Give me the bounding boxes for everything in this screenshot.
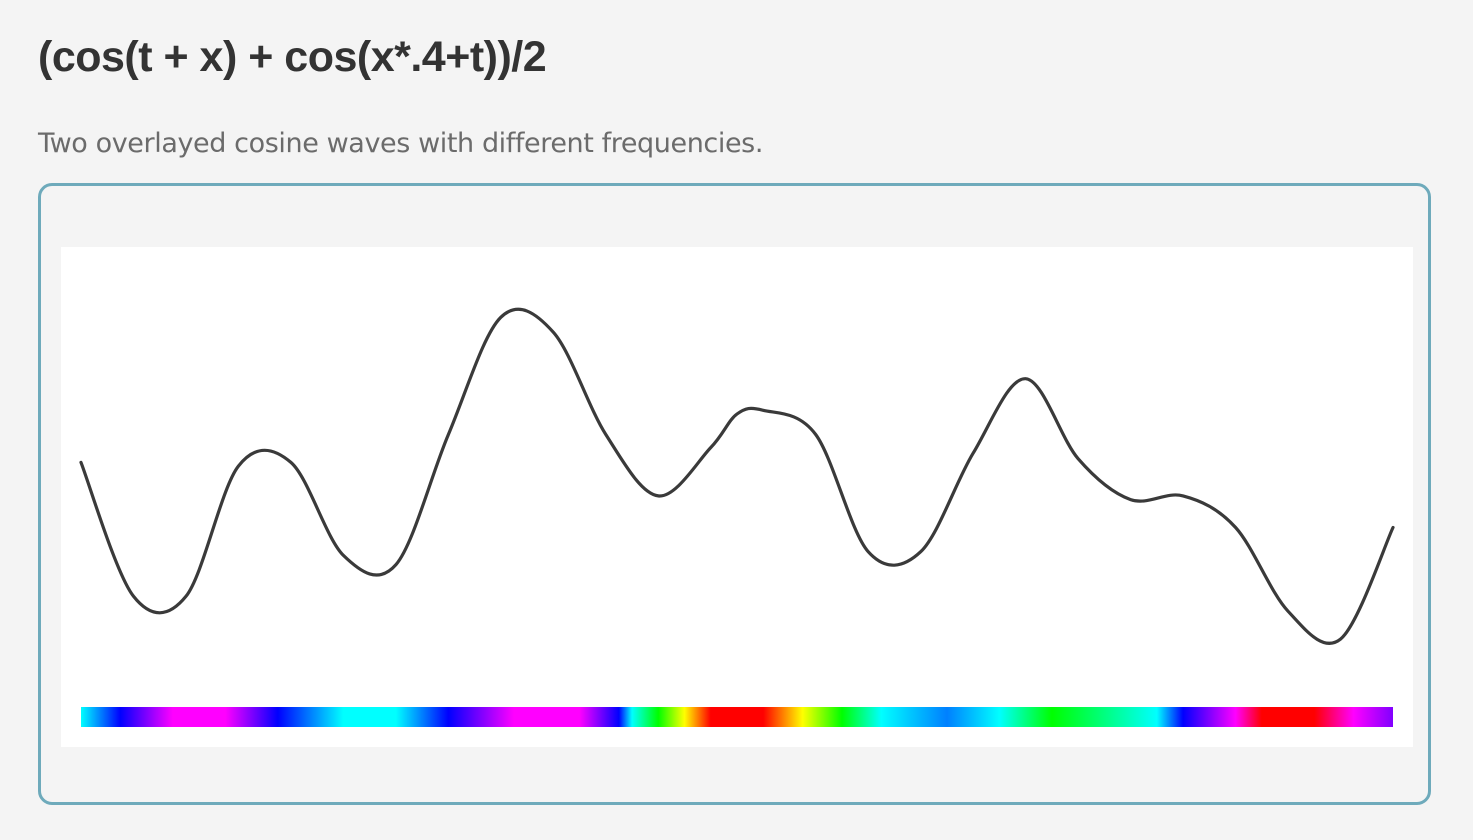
- plot-area: [61, 247, 1413, 747]
- hue-colorbar: [81, 707, 1393, 727]
- wave-chart: [79, 307, 1395, 727]
- page-description: Two overlayed cosine waves with differen…: [38, 128, 764, 159]
- series-line: [79, 307, 1395, 645]
- page-title: (cos(t + x) + cos(x*.4+t))/2: [38, 33, 547, 81]
